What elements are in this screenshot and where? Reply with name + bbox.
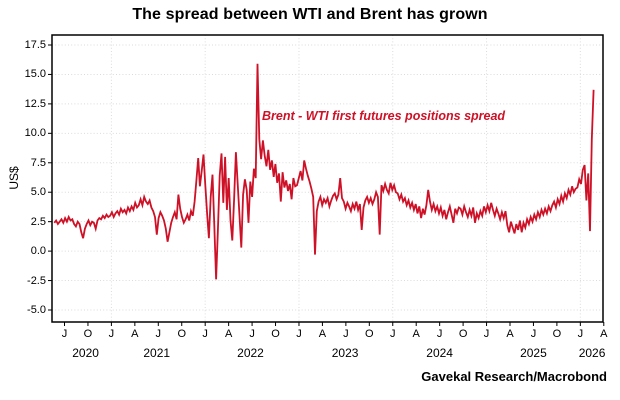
month-tick-label: A (506, 328, 514, 340)
month-tick-label: A (224, 328, 233, 340)
month-tick-label: J (390, 328, 396, 340)
y-tick-label: 10.0 (24, 127, 46, 140)
month-tick-label: O (177, 328, 187, 340)
y-tick-label: 2.5 (30, 215, 46, 228)
y-tick-label: -2.5 (27, 274, 46, 287)
year-label: 2020 (72, 346, 99, 360)
y-tick-label: -5.0 (27, 304, 46, 316)
year-label: 2023 (331, 346, 359, 360)
year-label: 2025 (520, 346, 547, 360)
month-tick-label: A (412, 328, 420, 340)
year-label: 2022 (237, 346, 264, 360)
month-tick-label: O (271, 328, 280, 340)
month-tick-label: J (155, 328, 162, 340)
y-tick-label: 0.0 (30, 245, 46, 258)
month-tick-label: J (343, 328, 349, 340)
year-label: 2021 (143, 346, 171, 360)
month-tick-label: A (318, 328, 327, 340)
source-credit: Gavekal Research/Macrobond (421, 369, 607, 384)
month-tick-label: J (249, 328, 255, 340)
y-tick-label: 5.0 (30, 186, 46, 199)
month-tick-label: J (577, 328, 584, 340)
y-tick-label: 12.5 (24, 97, 46, 110)
month-tick-label: J (296, 328, 302, 340)
series-annotation-label: Brent - WTI first futures positions spre… (262, 109, 506, 123)
y-tick-label: 7.5 (30, 156, 46, 169)
y-tick-label: 17.5 (24, 39, 46, 51)
month-tick-label: A (131, 328, 139, 340)
month-tick-label: O (83, 328, 93, 340)
month-tick-label: J (202, 328, 208, 340)
y-tick-label: 15.0 (24, 68, 46, 81)
month-tick-label: O (458, 328, 468, 340)
month-tick-label: A (600, 328, 608, 340)
plot-border (51, 34, 604, 323)
month-tick-label: O (365, 328, 374, 340)
chart-title: The spread between WTI and Brent has gro… (132, 6, 488, 23)
month-tick-label: J (61, 328, 68, 340)
year-label: 2024 (426, 346, 453, 360)
year-label: 2026 (578, 346, 606, 360)
month-tick-label: O (552, 328, 562, 340)
month-tick-label: J (483, 328, 490, 340)
month-tick-label: J (108, 328, 115, 340)
month-tick-label: J (530, 328, 537, 340)
spread-line-series (53, 63, 595, 280)
month-tick-label: J (436, 328, 443, 340)
